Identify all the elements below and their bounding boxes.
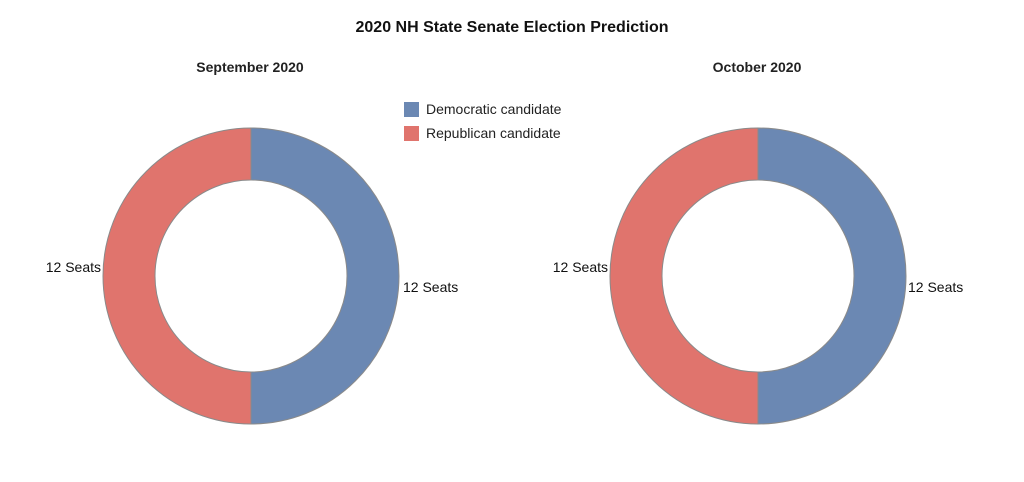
legend: Democratic candidate Republican candidat… bbox=[404, 97, 561, 145]
donut-0-label-democratic: 12 Seats bbox=[403, 279, 458, 295]
chart-title: 2020 NH State Senate Election Prediction bbox=[355, 19, 669, 36]
legend-item-republican: Republican candidate bbox=[404, 121, 561, 145]
donut-1-label-democratic: 12 Seats bbox=[908, 279, 963, 295]
democratic-swatch bbox=[404, 101, 419, 117]
donut-0-slice-democratic bbox=[250, 127, 400, 425]
donut-1-slice-republican bbox=[609, 127, 759, 425]
legend-item-democratic: Democratic candidate bbox=[404, 97, 561, 121]
legend-label-republican: Republican candidate bbox=[426, 125, 561, 141]
donut-1-slice-democratic bbox=[757, 127, 907, 425]
left-chart-subtitle: September 2020 bbox=[196, 59, 304, 75]
legend-label-democratic: Democratic candidate bbox=[426, 101, 562, 117]
republican-swatch bbox=[404, 125, 419, 141]
right-chart-subtitle: October 2020 bbox=[712, 59, 802, 75]
donut-0-label-republican: 12 Seats bbox=[46, 259, 101, 275]
donut-0-slice-republican bbox=[102, 127, 252, 425]
donut-1-label-republican: 12 Seats bbox=[553, 259, 608, 275]
